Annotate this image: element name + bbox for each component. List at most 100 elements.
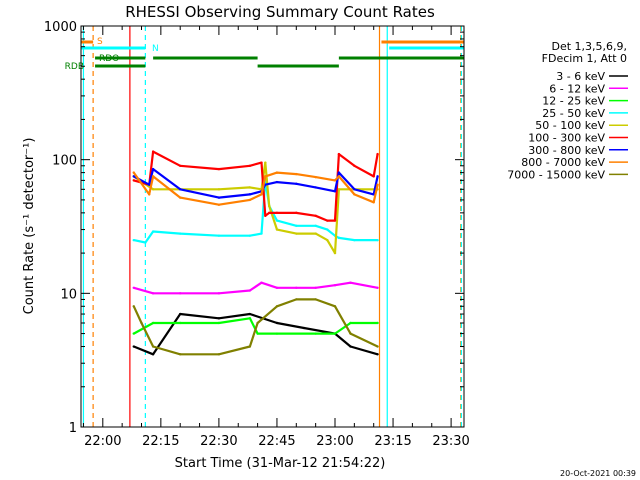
data-point-25-50-kev-0	[132, 238, 135, 242]
data-point-100-300-kev-7	[264, 214, 267, 218]
data-point-25-50-kev-2	[151, 230, 155, 233]
data-point-12-25-kev-0	[132, 332, 135, 335]
data-point-50-100-kev-10	[314, 232, 317, 235]
data-point-6-12-kev-0	[132, 286, 135, 290]
data-point-12-25-kev-7	[314, 332, 317, 335]
y-tick-label-1000: 1000	[44, 20, 77, 35]
data-point-300-800-kev-9	[295, 182, 298, 185]
y-tick-label-1: 1	[69, 421, 77, 436]
data-point-25-50-kev-15	[353, 238, 356, 242]
data-point-3-6-kev-3	[217, 317, 221, 320]
legend-label-800-7000-kev: 800 - 7000 keV	[521, 156, 605, 169]
data-point-800-7000-kev-12	[337, 175, 341, 178]
data-point-300-800-kev-13	[353, 188, 356, 191]
legend-label-100-300-kev: 100 - 300 keV	[528, 132, 605, 145]
data-point-3-6-kev-2	[179, 312, 182, 316]
data-point-800-7000-kev-0	[132, 171, 135, 174]
x-tick-label-2: 22:30	[200, 434, 237, 449]
data-point-25-50-kev-10	[295, 224, 298, 228]
data-point-7000-15000-kev-6	[256, 321, 259, 325]
series-50-100-kev	[133, 161, 378, 255]
x-tick-label-5: 23:15	[374, 434, 411, 449]
data-point-300-800-kev-2	[151, 167, 155, 171]
data-point-300-800-kev-15	[376, 175, 379, 178]
data-point-12-25-kev-8	[333, 332, 337, 335]
data-point-50-100-kev-1	[151, 188, 155, 191]
data-point-25-50-kev-12	[326, 228, 329, 231]
data-point-800-7000-kev-11	[333, 179, 337, 182]
data-point-12-25-kev-5	[256, 332, 259, 335]
series-100-300-kev	[133, 150, 379, 222]
data-point-50-100-kev-3	[217, 188, 221, 191]
data-point-100-300-kev-8	[268, 211, 271, 215]
data-point-300-800-kev-0	[132, 175, 135, 178]
data-point-12-25-kev-4	[248, 317, 252, 320]
x-tick-label-1: 22:15	[142, 434, 179, 449]
data-point-3-6-kev-0	[132, 345, 135, 348]
data-point-300-800-kev-3	[179, 188, 182, 191]
data-point-6-12-kev-11	[376, 286, 379, 290]
data-point-800-7000-kev-13	[353, 193, 356, 196]
data-point-7000-15000-kev-12	[376, 345, 379, 348]
data-point-7000-15000-kev-8	[295, 298, 298, 301]
data-point-12-25-kev-10	[376, 321, 379, 325]
data-point-12-25-kev-2	[179, 321, 182, 325]
data-point-300-800-kev-8	[275, 180, 279, 184]
data-point-100-300-kev-0	[132, 179, 135, 182]
data-point-100-300-kev-10	[295, 211, 298, 215]
data-point-100-300-kev-2	[151, 150, 155, 153]
data-point-6-12-kev-4	[248, 289, 252, 292]
data-point-300-800-kev-12	[337, 171, 341, 174]
data-point-6-12-kev-3	[217, 292, 221, 295]
data-point-7000-15000-kev-10	[333, 305, 337, 308]
plot-area: S N RDO RDB	[65, 26, 464, 427]
x-tick-label-0: 22:00	[84, 434, 121, 449]
data-point-50-100-kev-9	[295, 232, 298, 235]
data-point-7000-15000-kev-7	[275, 305, 279, 308]
data-point-7000-15000-kev-4	[217, 353, 221, 356]
data-point-100-300-kev-16	[372, 175, 375, 178]
flag-label-s: S	[97, 37, 103, 47]
data-point-7000-15000-kev-11	[349, 332, 352, 335]
legend-header-1: FDecim 1, Att 0	[542, 52, 627, 65]
series-6-12-kev	[133, 281, 378, 295]
legend-label-300-800-kev: 300 - 800 keV	[528, 144, 605, 157]
footer-stamp: 20-Oct-2021 00:39	[560, 469, 636, 478]
axes: 1 10 100 1000 22:00 22:15 22:30 22:45 23:00 23:15…	[44, 20, 470, 449]
data-point-100-300-kev-14	[337, 152, 341, 156]
data-point-7000-15000-kev-1	[140, 321, 143, 325]
data-point-800-7000-kev-1	[148, 193, 151, 196]
legend-label-7000-15000-kev: 7000 - 15000 keV	[507, 168, 605, 181]
x-tick-label-4: 23:00	[316, 434, 353, 449]
data-point-300-800-kev-11	[333, 190, 337, 193]
data-point-6-12-kev-2	[179, 292, 182, 295]
data-point-100-300-kev-9	[275, 211, 279, 215]
data-point-3-6-kev-5	[275, 321, 279, 325]
x-tick-label-3: 22:45	[258, 434, 295, 449]
data-point-25-50-kev-1	[144, 241, 147, 244]
data-point-800-7000-kev-3	[179, 196, 182, 199]
data-point-3-6-kev-9	[376, 353, 379, 356]
data-point-12-25-kev-6	[275, 332, 279, 335]
data-point-50-100-kev-4	[248, 186, 252, 189]
data-point-800-7000-kev-9	[295, 172, 298, 176]
legend-label-12-25-kev: 12 - 25 keV	[542, 95, 605, 108]
data-point-3-6-kev-6	[302, 326, 306, 330]
series-3-6-kev	[133, 312, 378, 356]
legend-label-3-6-kev: 3 - 6 keV	[556, 70, 605, 83]
data-point-25-50-kev-11	[314, 224, 317, 228]
series-300-800-kev	[133, 168, 379, 199]
data-point-7000-15000-kev-5	[248, 345, 252, 348]
data-point-300-800-kev-1	[148, 183, 151, 186]
data-point-50-100-kev-13	[337, 188, 341, 191]
data-point-25-50-kev-4	[217, 234, 221, 237]
data-point-100-300-kev-15	[353, 164, 356, 167]
flag-label-rdb: RDB	[65, 62, 84, 72]
legend-header-0: Det 1,3,5,6,9,	[551, 40, 627, 53]
data-point-50-100-kev-12	[333, 251, 337, 255]
data-point-7000-15000-kev-9	[314, 298, 317, 301]
data-point-6-12-kev-9	[333, 284, 337, 287]
data-point-800-7000-kev-7	[264, 175, 267, 178]
data-point-100-300-kev-17	[376, 152, 379, 156]
data-point-800-7000-kev-4	[217, 203, 221, 206]
